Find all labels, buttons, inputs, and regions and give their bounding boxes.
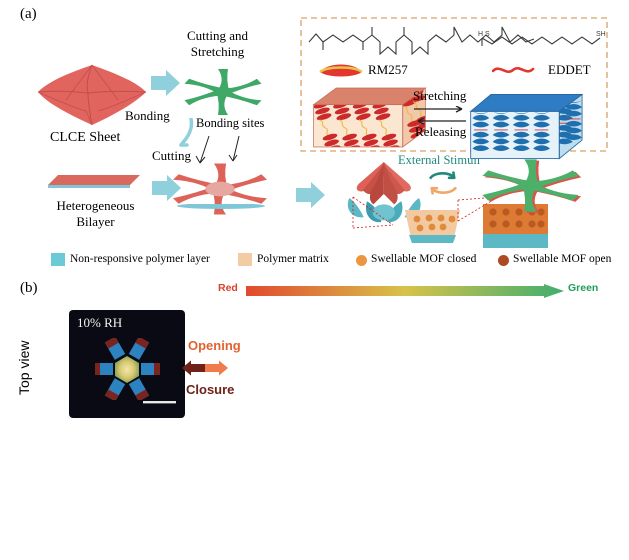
svg-text:SH: SH	[596, 31, 606, 38]
svg-text:H S: H S	[478, 31, 490, 38]
